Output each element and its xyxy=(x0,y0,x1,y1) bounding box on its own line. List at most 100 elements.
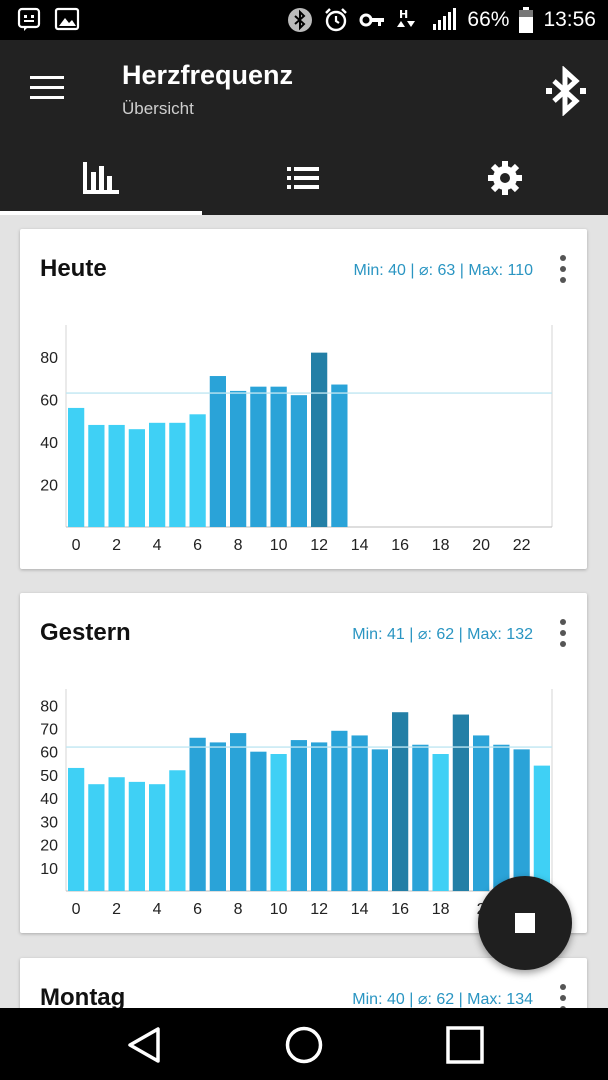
x-tick-label: 12 xyxy=(310,901,328,918)
chart-bar xyxy=(351,735,368,891)
x-tick-label: 6 xyxy=(193,901,202,918)
y-tick-label: 60 xyxy=(40,745,58,762)
card-title: Gestern xyxy=(40,619,131,646)
chart-bar xyxy=(473,735,490,891)
chart-bar xyxy=(270,386,287,527)
chart-bar xyxy=(169,770,186,891)
x-tick-label: 14 xyxy=(351,537,369,554)
overflow-menu-icon[interactable] xyxy=(557,619,567,649)
battery-percent: 66% xyxy=(467,8,510,31)
heart-rate-chart: 10203040506070800246810121416182 xyxy=(40,689,553,918)
chart-bar xyxy=(270,754,287,891)
chart-bar xyxy=(189,737,206,891)
bluetooth-icon xyxy=(288,8,313,32)
x-tick-label: 4 xyxy=(153,901,162,918)
x-tick-label: 2 xyxy=(112,901,121,918)
x-tick-label: 0 xyxy=(72,537,81,554)
x-tick-label: 0 xyxy=(72,901,81,918)
chart-bar xyxy=(250,751,267,891)
x-tick-label: 8 xyxy=(234,901,243,918)
card-title: Heute xyxy=(40,255,107,282)
chart-bar xyxy=(189,414,206,527)
y-tick-label: 50 xyxy=(40,768,58,785)
chart-bar xyxy=(128,781,145,891)
chart-bar xyxy=(432,754,449,891)
x-tick-label: 6 xyxy=(193,537,202,554)
overflow-menu-icon[interactable] xyxy=(557,255,567,285)
chart-bar xyxy=(209,742,226,891)
day-card-yesterday: Gestern Min: 41 | ⌀: 62 | Max: 132 10 20 3… xyxy=(20,593,587,933)
chart-bar xyxy=(311,352,328,527)
x-tick-label: 22 xyxy=(513,537,531,554)
chart-bar xyxy=(533,765,550,891)
back-icon[interactable] xyxy=(126,1026,162,1064)
y-tick-label: 30 xyxy=(40,814,58,831)
tab-settings[interactable] xyxy=(404,140,606,215)
x-tick-label: 20 xyxy=(472,537,490,554)
x-tick-label: 10 xyxy=(270,901,288,918)
x-tick-label: 4 xyxy=(153,537,162,554)
chart-bar xyxy=(392,712,409,891)
y-tick-label: 80 xyxy=(40,698,58,715)
chart-bar xyxy=(88,424,105,527)
chart-bar xyxy=(513,749,530,891)
page-subtitle: Übersicht xyxy=(122,99,194,118)
day-card-today: Heute Min: 40 | ⌀: 63 | Max: 110 20 40 60 8… xyxy=(20,229,587,569)
stop-recording-button[interactable] xyxy=(478,876,572,970)
x-tick-label: 10 xyxy=(270,537,288,554)
y-tick-label: 20 xyxy=(40,838,58,855)
y-tick-label: 20 xyxy=(40,477,58,494)
card-stats: Min: 40 | ⌀: 63 | Max: 110 xyxy=(353,262,533,279)
chart-bar xyxy=(230,390,247,527)
y-tick-label: 10 xyxy=(40,861,58,878)
x-tick-label: 12 xyxy=(310,537,328,554)
key-icon xyxy=(359,13,385,27)
alarm-icon xyxy=(325,8,348,32)
chart-bar xyxy=(250,386,267,527)
chart-bar xyxy=(209,376,226,527)
battery-icon xyxy=(519,7,534,33)
status-bar: H 66% 13:56 xyxy=(0,0,608,40)
svg-text:H: H xyxy=(399,8,408,21)
card-title: Montag xyxy=(40,984,126,1011)
chart-bar xyxy=(493,744,510,891)
page-title: Herzfrequenz xyxy=(122,60,294,90)
signal-icon xyxy=(433,8,457,30)
chart-bar xyxy=(331,730,348,891)
chart-bar xyxy=(108,777,125,891)
notification-icon xyxy=(17,7,41,31)
chart-bar xyxy=(452,714,469,891)
card-stats: Min: 40 | ⌀: 62 | Max: 134 xyxy=(352,991,533,1008)
image-icon xyxy=(54,7,80,31)
recents-icon[interactable] xyxy=(446,1026,484,1064)
chart-bar xyxy=(149,784,166,891)
x-tick-label: 14 xyxy=(351,901,369,918)
clock: 13:56 xyxy=(543,8,596,31)
tab-indicator xyxy=(0,211,202,215)
card-stats: Min: 41 | ⌀: 62 | Max: 132 xyxy=(352,626,533,643)
tab-list[interactable] xyxy=(202,140,404,215)
chart-bar xyxy=(290,395,307,527)
home-icon[interactable] xyxy=(285,1026,323,1064)
x-tick-label: 2 xyxy=(112,537,121,554)
chart-bar xyxy=(412,744,429,891)
data-icon: H xyxy=(397,8,416,27)
tab-overview[interactable] xyxy=(0,140,202,215)
system-nav-bar xyxy=(0,1008,608,1080)
app-bar: Herzfrequenz Übersicht xyxy=(0,40,608,215)
stop-icon xyxy=(515,913,535,933)
hamburger-icon[interactable] xyxy=(30,76,64,100)
chart-bar xyxy=(331,384,348,527)
chart-bar xyxy=(149,422,166,527)
x-tick-label: 18 xyxy=(432,901,450,918)
chart-bar xyxy=(68,767,85,891)
y-tick-label: 70 xyxy=(40,721,58,738)
chart-bar xyxy=(311,742,328,891)
x-tick-label: 8 xyxy=(234,537,243,554)
chart-bar xyxy=(88,784,105,891)
x-tick-label: 18 xyxy=(432,537,450,554)
y-tick-label: 40 xyxy=(40,435,58,452)
y-tick-label: 60 xyxy=(40,392,58,409)
bluetooth-icon[interactable] xyxy=(544,66,588,116)
heart-rate-chart: 20 40 60 80 0 2 4 6 8 10 12 14 16 18 20 22 xyxy=(40,325,553,554)
